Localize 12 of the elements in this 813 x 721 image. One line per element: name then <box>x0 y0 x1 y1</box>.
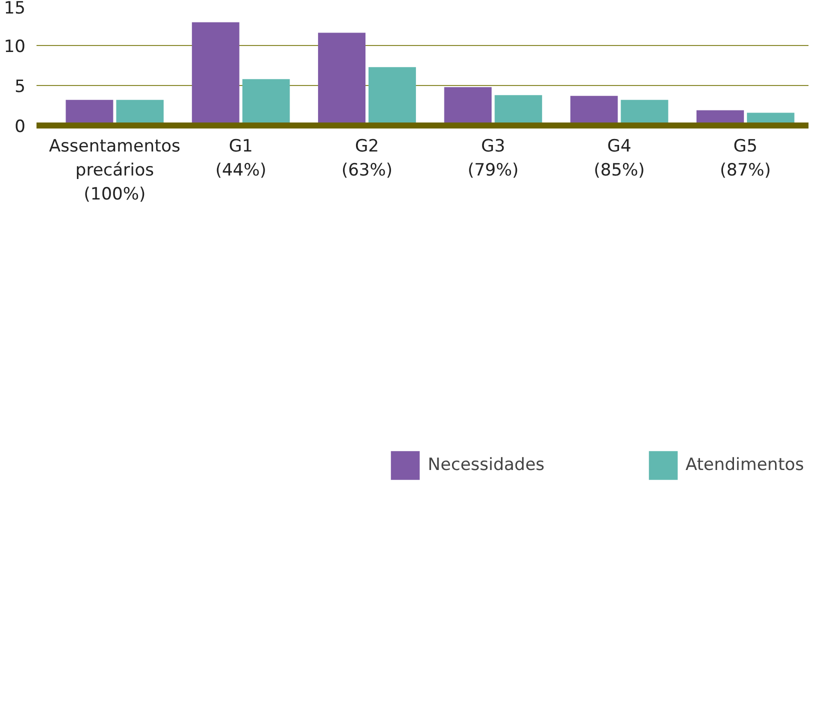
y-tick-label: 5 <box>14 77 26 97</box>
legend-label: Necessidades <box>428 455 545 475</box>
x-tick-label: G2 (63%) <box>341 136 393 180</box>
legend-label: Atendimentos <box>686 455 804 475</box>
x-tick-label: G5 (87%) <box>720 136 771 180</box>
y-tick-label: 0 <box>14 117 26 137</box>
y-tick-label: 10 <box>4 37 26 57</box>
y-tick-label: 15 <box>4 0 26 18</box>
x-tick-label: G3 (79%) <box>468 136 519 180</box>
x-tick-label: G1 (44%) <box>215 136 266 180</box>
x-tick-label: Assentamentos precários (100%) <box>49 136 181 204</box>
x-tick-label: G4 (85%) <box>594 136 645 180</box>
